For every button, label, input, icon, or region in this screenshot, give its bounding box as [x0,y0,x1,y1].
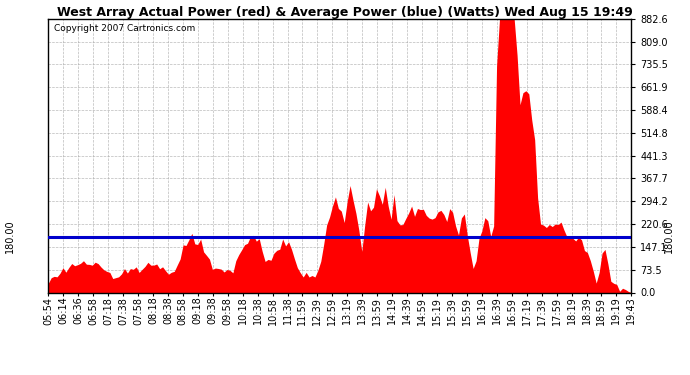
Text: Copyright 2007 Cartronics.com: Copyright 2007 Cartronics.com [54,24,195,33]
Text: 180.00: 180.00 [6,220,15,254]
Text: 180.00: 180.00 [664,220,674,254]
Text: West Array Actual Power (red) & Average Power (blue) (Watts) Wed Aug 15 19:49: West Array Actual Power (red) & Average … [57,6,633,19]
